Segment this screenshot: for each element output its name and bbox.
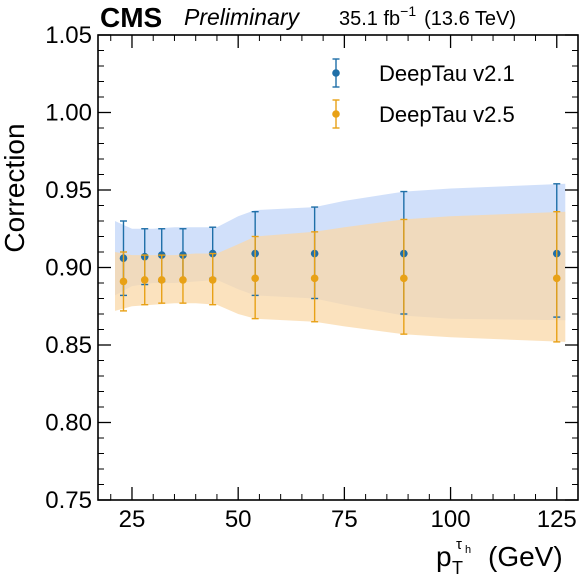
x-tick-label: 50 <box>225 506 252 533</box>
luminosity-label: 35.1 fb−1 (13.6 TeV) <box>339 3 516 30</box>
y-tick-label: 0.80 <box>45 410 92 437</box>
legend-label-2: DeepTau v2.5 <box>379 102 515 127</box>
data-point-series-2 <box>179 276 187 284</box>
y-tick-label: 0.75 <box>45 487 92 514</box>
y-axis-title: Correction <box>0 123 30 252</box>
luminosity-exponent: −1 <box>400 3 416 19</box>
y-tick-label: 1.05 <box>45 22 92 49</box>
y-tick-label: 1.00 <box>45 100 92 127</box>
axes: 0.75 0.80 0.85 0.90 0.95 1.00 1.05 25 50 75 100 125 <box>45 22 579 533</box>
x-tick-label: 125 <box>537 506 577 533</box>
experiment-label: CMS <box>100 2 162 33</box>
uncertainty-band-2 <box>115 211 566 342</box>
legend-marker-2 <box>332 110 340 118</box>
uncertainty-bands <box>115 183 566 342</box>
x-tick-label: 25 <box>119 506 146 533</box>
data-point-series-2 <box>400 274 408 283</box>
legend-marker-1 <box>332 69 340 77</box>
y-tick-label: 0.85 <box>45 332 92 359</box>
data-point-series-2 <box>157 276 166 284</box>
x-tick-label: 100 <box>431 506 471 533</box>
data-point-series-2 <box>552 274 561 283</box>
luminosity-value: 35.1 fb <box>339 8 400 30</box>
x-axis-title-main: p <box>436 541 452 572</box>
y-tick-label: 0.95 <box>45 177 92 204</box>
x-axis-title-sub: T <box>452 558 463 575</box>
legend-label-1: DeepTau v2.1 <box>379 61 515 86</box>
data-point-series-2 <box>208 276 217 284</box>
energy-label: (13.6 TeV) <box>424 8 516 30</box>
data-point-series-2 <box>119 277 128 286</box>
x-axis-unit: (GeV) <box>488 541 563 572</box>
x-axis-title: p T τ h (GeV) <box>436 536 563 575</box>
x-tick-label: 75 <box>331 506 358 533</box>
legend: DeepTau v2.1 DeepTau v2.5 <box>332 58 515 129</box>
status-label: Preliminary <box>184 4 301 30</box>
x-axis-title-supsub: h <box>465 544 471 556</box>
data-point-series-2 <box>251 274 259 283</box>
x-axis-title-sup: τ <box>456 536 462 553</box>
y-tick-label: 0.90 <box>45 255 92 282</box>
data-point-series-2 <box>140 276 149 284</box>
data-point-series-2 <box>310 274 319 283</box>
data-points <box>119 183 561 343</box>
